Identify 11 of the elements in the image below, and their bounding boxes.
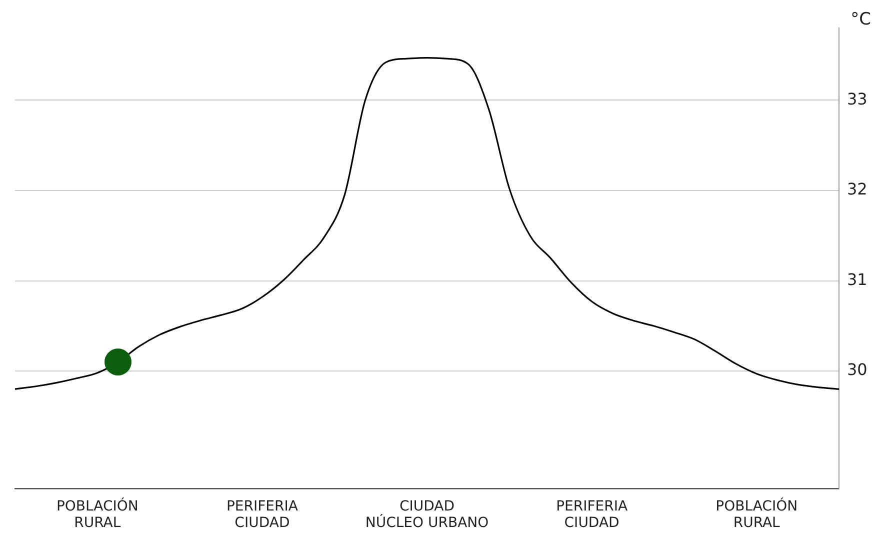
y-tick-label: 33 [847, 89, 868, 108]
y-axis-title: °C [850, 9, 871, 30]
x-tick-label: POBLACIÓN RURAL [56, 497, 138, 532]
x-tick-label: PERIFERIA CIUDAD [226, 498, 298, 532]
x-tick-label: CIUDAD NÚCLEO URBANO [365, 498, 489, 532]
x-tick-label: POBLACIÓN RURAL [716, 497, 798, 532]
y-tick-label: 32 [847, 180, 868, 199]
line-series [14, 56, 840, 390]
x-tick-label: PERIFERIA CIUDAD [556, 498, 628, 532]
y-tick-label: 31 [847, 270, 868, 289]
y-tick-label: 30 [847, 360, 868, 380]
